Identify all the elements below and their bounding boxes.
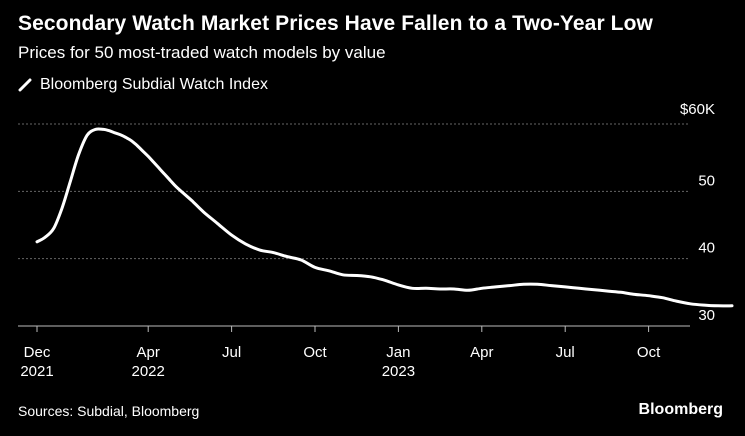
- series-line-watch-index: [35, 127, 734, 308]
- legend-swatch-icon: [18, 78, 32, 92]
- x-tick-label: Jul: [222, 344, 241, 361]
- source-note: Sources: Subdial, Bloomberg: [18, 403, 200, 419]
- y-tick-label: 50: [698, 172, 715, 189]
- chart-subtitle: Prices for 50 most-traded watch models b…: [18, 43, 386, 62]
- x-tick-label: Apr: [470, 344, 493, 361]
- y-tick-label: $60K: [680, 101, 715, 118]
- tick-layer: $60K 50 40 30 Dec 2021 Apr 2022 Jul Oct Jan 2023 Apr…: [20, 101, 715, 380]
- y-tick-label: 40: [698, 240, 715, 257]
- x-tick-label: Jan: [386, 344, 410, 361]
- series-layer: [35, 127, 734, 308]
- x-tick-label: Oct: [637, 344, 661, 361]
- legend-label: Bloomberg Subdial Watch Index: [40, 76, 268, 93]
- x-tick-label: Jul: [556, 344, 575, 361]
- x-tick-label: Apr: [137, 344, 160, 361]
- x-tick-year-label: 2022: [132, 363, 165, 380]
- x-tick-label: Dec: [24, 344, 51, 361]
- chart-title: Secondary Watch Market Prices Have Falle…: [18, 12, 653, 35]
- legend: Bloomberg Subdial Watch Index: [18, 76, 268, 94]
- y-tick-label: 30: [698, 307, 715, 324]
- x-tick-label: Oct: [303, 344, 327, 361]
- x-tick-year-label: 2021: [20, 363, 53, 380]
- x-tick-year-label: 2023: [382, 363, 415, 380]
- bloomberg-logo: Bloomberg: [638, 401, 723, 418]
- grid-layer: [18, 123, 690, 327]
